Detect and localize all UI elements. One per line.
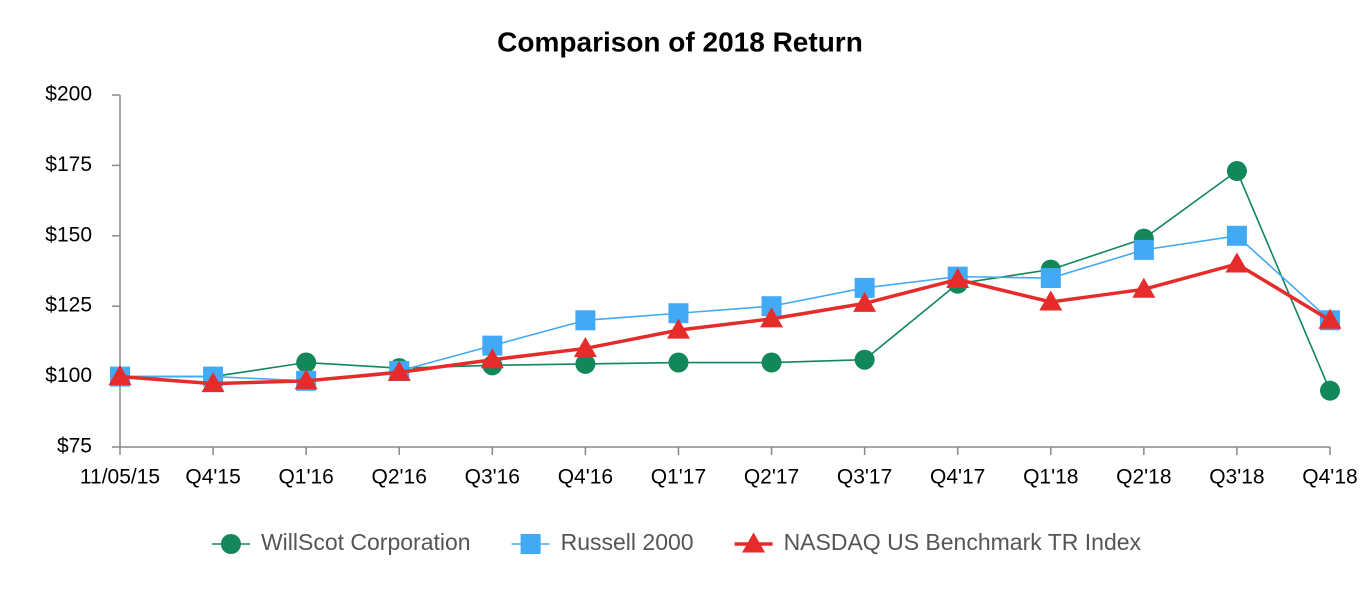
x-tick-label: Q1'18: [1023, 466, 1078, 489]
point: [761, 352, 782, 373]
point: [761, 296, 782, 317]
y-tick-label: $150: [45, 223, 92, 246]
y-tick-label: $125: [45, 294, 92, 317]
point: [575, 353, 596, 374]
point: [480, 348, 504, 369]
x-tick-label: Q1'17: [651, 466, 706, 489]
legend-label: Russell 2000: [561, 529, 694, 555]
point: [1133, 239, 1154, 260]
point: [573, 336, 597, 357]
point: [482, 335, 503, 356]
series-line: [119, 262, 1331, 386]
x-tick-label: Q3'18: [1209, 466, 1264, 489]
point: [201, 372, 225, 393]
point: [1318, 308, 1342, 329]
point: [854, 349, 875, 370]
y-tick-label: $175: [45, 153, 92, 176]
point: [666, 318, 690, 339]
legend-marker: [520, 534, 541, 554]
point: [668, 352, 689, 373]
legend-label: WillScot Corporation: [261, 529, 471, 555]
y-tick-label: $100: [45, 364, 92, 387]
point: [387, 360, 411, 381]
point: [1226, 161, 1247, 182]
point: [668, 303, 689, 324]
x-tick-label: Q4'15: [185, 466, 240, 489]
point: [1039, 290, 1063, 311]
point: [575, 310, 596, 331]
point: [296, 352, 317, 373]
point: [1320, 380, 1340, 401]
point: [854, 277, 875, 298]
point: [760, 307, 784, 328]
x-tick-label: Q3'17: [837, 466, 892, 489]
point: [1225, 252, 1249, 273]
point: [294, 369, 318, 390]
point: [946, 267, 970, 288]
point: [108, 365, 132, 386]
x-tick-label: 11/05/15: [80, 466, 160, 489]
legend-marker: [220, 534, 241, 554]
x-tick-label: Q4'16: [558, 466, 613, 489]
legend-marker: [742, 532, 766, 553]
legend-label: NASDAQ US Benchmark TR Index: [784, 529, 1142, 555]
y-tick-label: $75: [57, 435, 92, 458]
point: [1226, 225, 1247, 246]
x-tick-label: Q1'16: [278, 466, 333, 489]
series-line: [120, 169, 1331, 391]
y-tick-label: $200: [45, 83, 92, 106]
x-tick-label: Q2'17: [744, 466, 799, 489]
x-tick-label: Q4'18: [1302, 466, 1357, 489]
chart-title: Comparison of 2018 Return: [497, 26, 863, 57]
point: [1132, 277, 1156, 298]
point: [1040, 268, 1061, 289]
x-tick-label: Q2'16: [372, 466, 427, 489]
x-tick-label: Q4'17: [930, 466, 985, 489]
x-tick-label: Q3'16: [465, 466, 520, 489]
x-tick-label: Q2'18: [1116, 466, 1171, 489]
point: [853, 291, 877, 312]
